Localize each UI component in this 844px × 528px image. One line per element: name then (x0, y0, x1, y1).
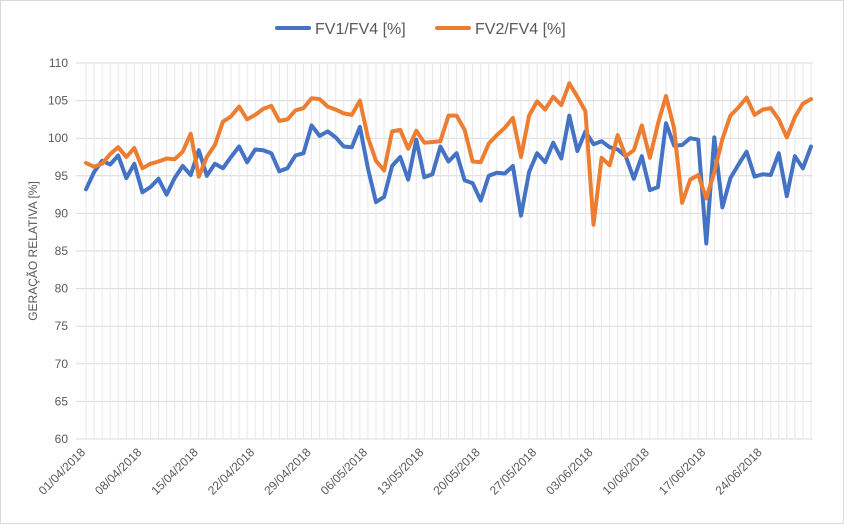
legend: FV1/FV4 [%] FV2/FV4 [%] (275, 21, 566, 38)
x-tick-label: 03/06/2018 (543, 445, 596, 498)
series-line-1 (84, 113, 813, 246)
y-tick-label: 65 (55, 394, 69, 408)
x-tick-label: 24/06/2018 (712, 445, 765, 498)
x-axis-ticks: 01/04/2018 08/04/2018 15/04/2018 22/04/2018… (36, 445, 765, 498)
series-line-2 (84, 81, 813, 227)
y-tick-label: 100 (48, 131, 68, 145)
x-tick-label: 20/05/2018 (430, 445, 483, 498)
x-tick-label: 15/04/2018 (149, 445, 202, 498)
y-tick-label: 75 (55, 319, 69, 333)
y-axis-label: GERAÇÃO RELATIVA [%] (26, 181, 40, 321)
y-tick-label: 85 (55, 244, 69, 258)
y-tick-label: 105 (48, 94, 68, 108)
y-tick-label: 90 (55, 206, 69, 220)
x-tick-label: 08/04/2018 (92, 445, 145, 498)
y-tick-label: 70 (55, 357, 69, 371)
x-tick-label: 01/04/2018 (36, 445, 89, 498)
x-tick-label: 29/04/2018 (261, 445, 314, 498)
x-tick-label: 27/05/2018 (487, 445, 540, 498)
x-tick-label: 22/04/2018 (205, 445, 258, 498)
y-tick-label: 95 (55, 169, 69, 183)
y-axis-ticks: 60 65 70 75 80 85 90 95 100 105 110 (48, 56, 68, 446)
series-lines (84, 81, 813, 246)
y-tick-label: 60 (55, 432, 69, 446)
x-tick-label: 17/06/2018 (656, 445, 709, 498)
gridlines (76, 62, 813, 440)
legend-label: FV2/FV4 [%] (475, 21, 566, 38)
legend-label: FV1/FV4 [%] (315, 21, 406, 38)
x-tick-label: 10/06/2018 (600, 445, 653, 498)
x-tick-label: 13/05/2018 (374, 445, 427, 498)
y-tick-label: 110 (49, 56, 68, 70)
y-tick-label: 80 (55, 282, 69, 296)
x-tick-label: 06/05/2018 (318, 445, 371, 498)
